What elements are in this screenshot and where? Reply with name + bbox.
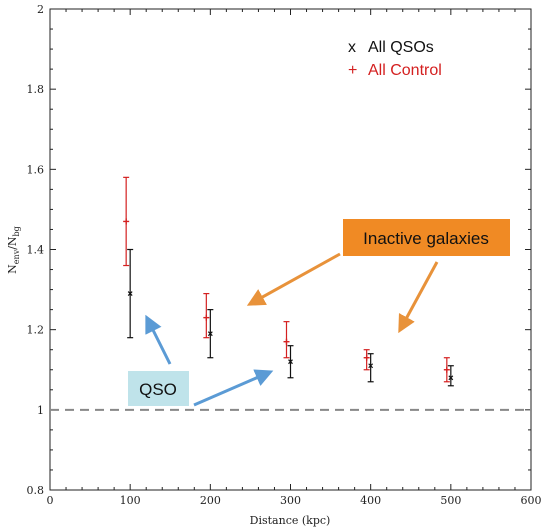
data-point-x xyxy=(207,331,213,337)
qso-arrow-up xyxy=(145,314,172,365)
inactive-arrow-right xyxy=(398,261,439,334)
series-control xyxy=(123,176,450,383)
inactive-arrow-left xyxy=(246,252,341,306)
qso-label: QSO xyxy=(139,380,177,399)
legend-label-control: All Control xyxy=(368,62,442,79)
y-label-den-sub: bg xyxy=(12,226,21,236)
x-tick-label: 0 xyxy=(47,494,54,507)
x-tick-label: 400 xyxy=(360,494,381,507)
x-tick-label: 300 xyxy=(280,494,301,507)
y-tick-label: 0.8 xyxy=(27,484,45,497)
data-series xyxy=(123,176,454,387)
y-label-num: N xyxy=(6,264,19,274)
x-tick-label: 100 xyxy=(120,494,141,507)
legend-label-qso: All QSOs xyxy=(368,39,434,56)
data-point-x xyxy=(288,359,293,365)
y-tick-label: 1.4 xyxy=(27,244,45,257)
y-label-num-sub: env xyxy=(12,249,21,264)
data-point-x xyxy=(368,363,374,369)
series-qso xyxy=(127,248,454,387)
x-axis-label: Distance (kpc) xyxy=(250,514,331,527)
y-tick-label: 1 xyxy=(37,404,44,417)
legend-marker-qso: x xyxy=(348,39,356,56)
inactive-label: Inactive galaxies xyxy=(363,229,489,248)
qso-arrow-right xyxy=(193,369,274,407)
data-point-x xyxy=(448,375,454,381)
legend-marker-control: + xyxy=(348,62,357,79)
qso-label-box xyxy=(128,371,189,406)
data-point-x xyxy=(127,291,133,297)
y-axis-label: Nenv/Nbg xyxy=(6,226,21,274)
x-tick-label: 500 xyxy=(440,494,461,507)
y-tick-label: 1.8 xyxy=(27,83,45,96)
annotation-qso: QSO xyxy=(128,314,274,407)
y-tick-label: 1.6 xyxy=(27,163,45,176)
legend: x All QSOs + All Control xyxy=(348,39,442,79)
y-label-den: N xyxy=(6,236,19,246)
annotation-inactive: Inactive galaxies xyxy=(246,219,510,334)
axis-ticks: 0 100 200 300 400 500 600 0.8 1 1.2 1.4 1.6 1.8 2 xyxy=(27,3,542,507)
inactive-label-box xyxy=(343,219,510,256)
y-tick-label: 2 xyxy=(37,3,44,16)
y-tick-label: 1.2 xyxy=(27,324,45,337)
x-tick-label: 200 xyxy=(200,494,221,507)
x-tick-label: 600 xyxy=(521,494,542,507)
